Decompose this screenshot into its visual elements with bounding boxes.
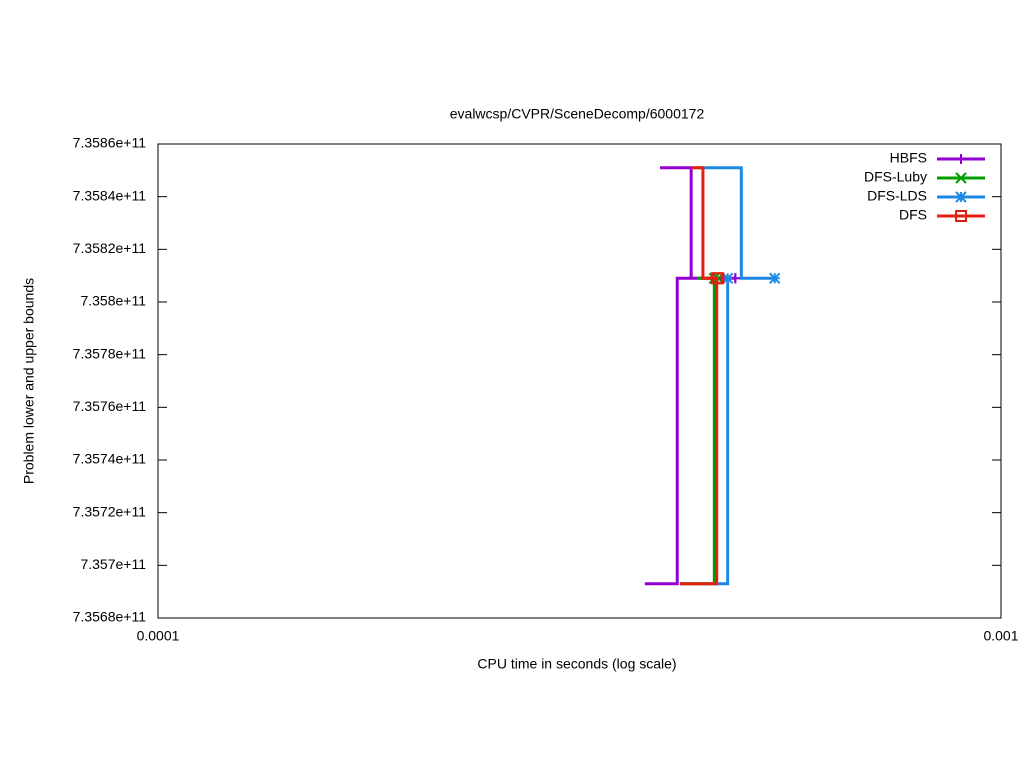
marker [769,272,781,285]
legend-label: DFS-Luby [864,169,927,185]
y-tick-label: 7.3574e+11 [73,451,147,467]
y-tick-label: 7.3568e+11 [73,609,147,625]
y-tick-label: 7.3582e+11 [73,240,147,256]
y-tick-label: 7.3586e+11 [73,135,147,151]
series-line [644,166,736,586]
y-tick-label: 7.357e+11 [80,556,146,572]
series-line [697,166,775,586]
marker [721,272,734,285]
series-line [679,276,719,586]
x-axis-label: CPU time in seconds (log scale) [477,656,676,672]
series-line [679,166,719,586]
marker [710,272,723,285]
marker [955,172,967,184]
marker [955,210,967,222]
legend-label: DFS [899,207,927,223]
y-axis-label: Problem lower and upper bounds [21,278,37,484]
legend-label: HBFS [890,150,927,166]
chart-title: evalwcsp/CVPR/SceneDecomp/6000172 [450,106,705,122]
y-tick-label: 7.358e+11 [80,293,146,309]
y-tick-label: 7.3576e+11 [73,398,147,414]
plot-frame [157,143,1002,619]
legend-label: DFS-LDS [867,188,927,204]
marker [956,154,966,164]
x-tick-label: 0.001 [983,628,1018,644]
y-tick-label: 7.3572e+11 [73,503,147,519]
marker [955,191,967,203]
y-tick-label: 7.3584e+11 [73,187,147,203]
x-tick-label: 0.0001 [137,628,180,644]
y-tick-label: 7.3578e+11 [73,345,147,361]
